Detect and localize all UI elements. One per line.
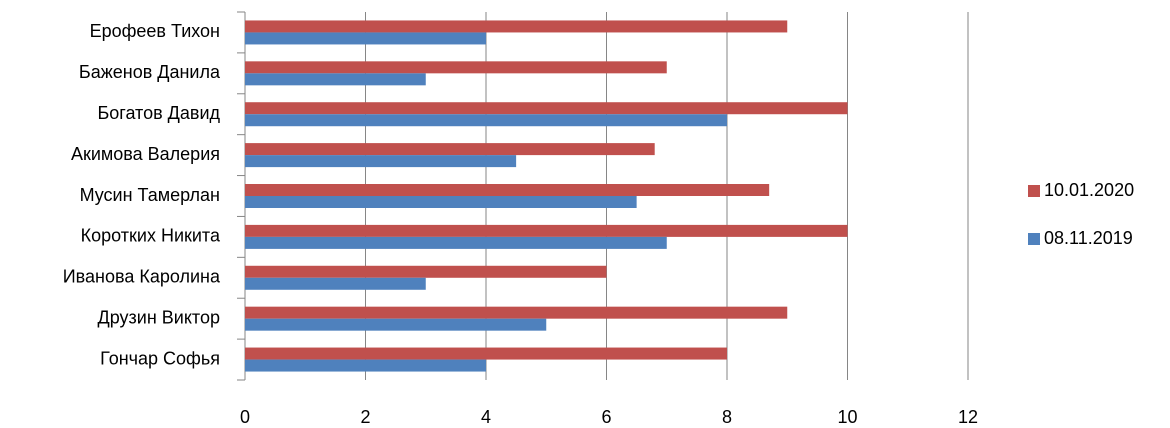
bar (245, 196, 637, 208)
bar (245, 143, 655, 156)
y-tick-label: Иванова Каролина (63, 267, 221, 287)
bar (245, 32, 486, 45)
bar (245, 102, 848, 115)
x-tick-label: 6 (601, 407, 611, 427)
legend-label: 10.01.2020 (1044, 180, 1134, 200)
y-tick-label: Гончар Софья (100, 348, 220, 368)
y-tick-label: Акимова Валерия (71, 144, 220, 164)
bar (245, 306, 788, 319)
y-tick-label: Коротких Никита (81, 226, 221, 246)
x-tick-label: 10 (837, 407, 857, 427)
bar (245, 114, 727, 127)
legend-swatch (1028, 185, 1040, 197)
bar (245, 359, 486, 372)
bar (245, 265, 607, 278)
y-tick-label: Друзин Виктор (98, 307, 220, 327)
x-tick-label: 4 (481, 407, 491, 427)
y-tick-label: Мусин Тамерлан (80, 185, 220, 205)
bar (245, 236, 667, 249)
y-tick-label: Богатов Давид (97, 103, 220, 123)
legend-swatch (1028, 233, 1040, 245)
x-tick-label: 2 (360, 407, 370, 427)
bar (245, 73, 426, 86)
bar (245, 347, 727, 360)
y-tick-label: Ерофеев Тихон (90, 21, 220, 41)
bar (245, 224, 848, 237)
x-tick-label: 0 (240, 407, 250, 427)
y-tick-label: Баженов Данила (79, 62, 221, 82)
bar (245, 61, 667, 74)
bar (245, 20, 788, 33)
bar (245, 277, 426, 290)
legend-label: 08.11.2019 (1044, 228, 1133, 248)
bar (245, 155, 517, 168)
x-tick-label: 8 (722, 407, 732, 427)
bar (245, 318, 547, 331)
x-tick-label: 12 (958, 407, 978, 427)
bar (245, 184, 770, 196)
